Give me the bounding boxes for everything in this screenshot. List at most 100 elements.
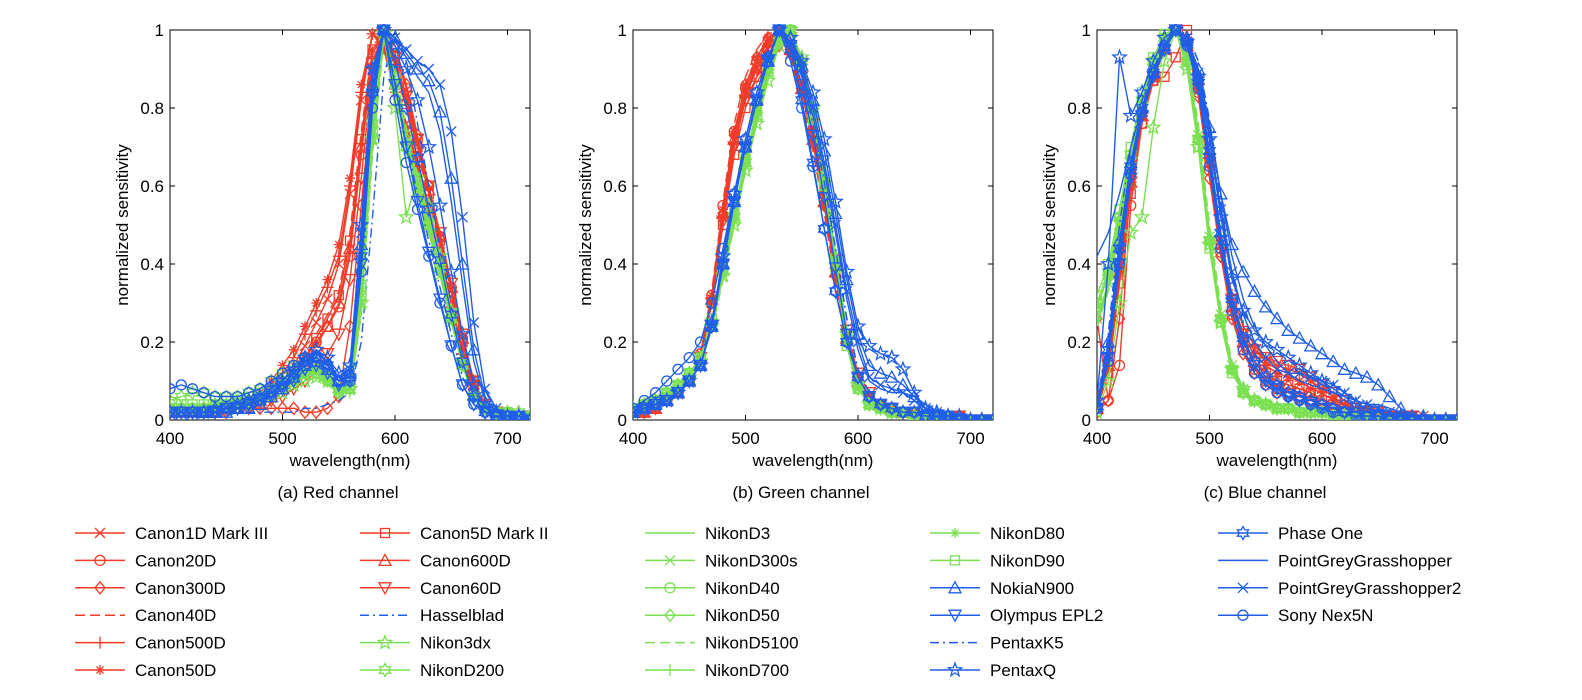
data-point-sony-nex5n	[706, 297, 718, 309]
data-point-pointgreygrasshopper2	[1226, 266, 1238, 278]
data-point-nikond90	[1097, 290, 1103, 301]
legend-marker	[378, 662, 392, 678]
y-tick-label: 1	[618, 21, 627, 40]
legend-marker	[94, 527, 106, 539]
data-point-sony-nex5n	[807, 160, 819, 173]
data-point-sony-nex5n	[1136, 106, 1148, 118]
data-point-phase-one	[388, 53, 402, 70]
data-point-nikond200	[170, 392, 177, 409]
y-tick-label: 0.8	[603, 99, 627, 118]
data-point-phase-one	[1202, 143, 1217, 159]
data-point-pointgreygrasshopper2	[1125, 164, 1137, 176]
data-point-phase-one	[941, 408, 955, 420]
x-tick-label: 400	[1083, 429, 1111, 448]
data-point-sony-nex5n	[773, 24, 785, 36]
data-point-sony-nex5n	[1237, 344, 1249, 356]
data-point-nikond80	[401, 145, 412, 156]
data-point-pentaxq	[894, 360, 912, 377]
series-layer	[1097, 24, 1457, 420]
data-point-pointgreygrasshopper2	[412, 55, 423, 67]
legend-label: PointGreyGrasshopper	[1278, 551, 1452, 570]
chart-panel-1: 400 500 600 700 0 0.2 0.4 0.6 0.8 1 wavelength(nm)…	[113, 21, 531, 502]
legend-label: NikonD200	[420, 661, 504, 680]
legend-entry-nikond3: NikonD3	[645, 524, 770, 543]
x-tick-label: 700	[493, 429, 521, 448]
data-point-nokian900	[421, 73, 436, 87]
data-point-sony-nex5n	[633, 402, 639, 414]
data-point-pointgreygrasshopper2	[344, 363, 356, 375]
data-point-nikond90	[198, 399, 209, 410]
data-point-sony-nex5n	[1350, 410, 1362, 420]
data-point-canon50d	[322, 274, 333, 285]
data-point-pointgreygrasshopper2	[265, 387, 277, 399]
data-point-phase-one	[230, 400, 245, 417]
data-point-nokian900	[1281, 322, 1296, 336]
series-line-sony-nex5n	[170, 29, 530, 420]
legend-label: PentaxK5	[990, 634, 1064, 653]
y-tick-label: 0.2	[603, 333, 627, 352]
data-point-canon60d	[421, 180, 436, 194]
data-point-pentaxq	[905, 383, 923, 400]
legend-entry-canon600d: Canon600D	[360, 551, 511, 570]
legend-label: NikonD700	[705, 661, 789, 680]
data-point-pentaxq	[1144, 52, 1162, 69]
x-tick-label: 500	[1195, 429, 1223, 448]
x-tick-label: 700	[1420, 429, 1448, 448]
data-point-phase-one	[862, 388, 877, 405]
data-point-sony-nex5n	[355, 266, 367, 278]
data-point-canon60d	[715, 215, 731, 229]
data-point-phase-one	[275, 377, 290, 393]
data-point-sony-nex5n	[445, 340, 457, 352]
x-tick-label: 700	[956, 429, 984, 448]
data-point-phase-one	[817, 220, 832, 237]
plot-area	[632, 29, 994, 421]
data-point-canon60d	[749, 71, 764, 85]
data-point-sony-nex5n	[456, 379, 469, 391]
data-point-pointgreygrasshopper2	[1294, 367, 1305, 379]
data-point-canon300d	[299, 405, 311, 420]
data-point-nokian900	[1247, 283, 1262, 297]
x-tick-label: 400	[156, 429, 184, 448]
data-point-nikond50	[908, 409, 921, 420]
y-axis-label: normalized sensitivity	[113, 144, 132, 306]
data-point-sony-nex5n	[220, 390, 232, 403]
series-line-nikond90	[1097, 29, 1457, 420]
legend-marker	[94, 636, 106, 649]
data-point-phase-one	[1315, 396, 1329, 413]
data-point-phase-one	[1450, 412, 1457, 420]
data-point-sony-nex5n	[276, 367, 289, 379]
x-tick-label: 500	[268, 429, 296, 448]
panel-caption: (a) Red channel	[278, 483, 399, 502]
data-point-phase-one	[1097, 400, 1104, 417]
data-point-nokian900	[1303, 338, 1318, 352]
series-layer	[633, 24, 993, 420]
data-point-sony-nex5n	[1440, 414, 1452, 420]
data-point-sony-nex5n	[874, 398, 887, 411]
legend-label: Nikon3dx	[420, 634, 491, 653]
data-point-sony-nex5n	[321, 359, 334, 372]
y-tick-label: 0.4	[603, 255, 627, 274]
data-point-nokian900	[432, 104, 448, 118]
data-point-nikond90	[1238, 387, 1249, 398]
data-point-canon600d	[387, 53, 403, 67]
data-point-pentaxq	[431, 196, 449, 213]
data-point-pointgreygrasshopper2	[198, 406, 210, 418]
data-point-canon50d	[311, 298, 322, 308]
x-tick-label: 500	[731, 429, 759, 448]
legend-label: NikonD3	[705, 524, 770, 543]
data-point-sony-nex5n	[1406, 414, 1418, 420]
data-point-canon60d	[410, 133, 425, 147]
data-point-sony-nex5n	[1271, 387, 1283, 399]
legend-marker	[376, 633, 394, 650]
data-point-phase-one	[1213, 224, 1228, 241]
y-tick-label: 0	[155, 411, 164, 430]
y-tick-label: 0.8	[140, 99, 164, 118]
data-point-nikon3dx	[1144, 118, 1162, 135]
data-point-pointgreygrasshopper2	[170, 406, 176, 418]
data-point-pointgreygrasshopper2	[277, 379, 288, 391]
legend-marker	[947, 609, 963, 623]
data-point-sony-nex5n	[818, 223, 830, 235]
data-point-pointgreygrasshopper2	[220, 402, 232, 414]
x-tick-label: 600	[1308, 429, 1336, 448]
data-point-pentaxq	[240, 391, 258, 408]
